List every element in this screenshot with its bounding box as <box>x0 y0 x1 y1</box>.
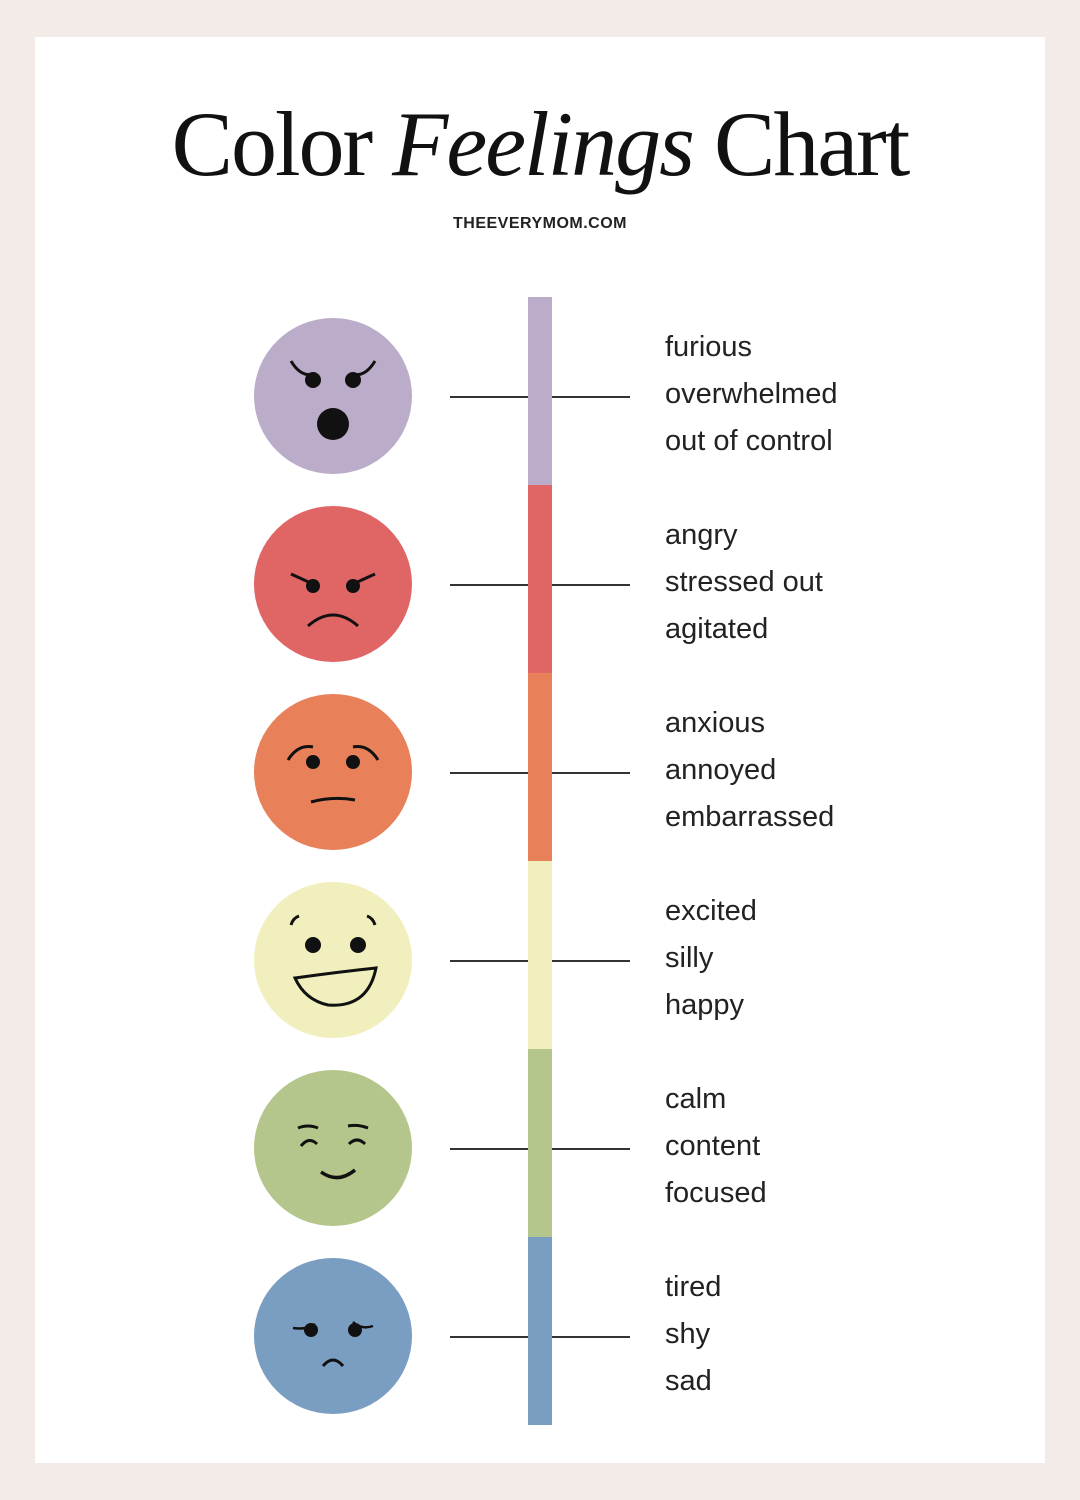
title-word-feelings: Feelings <box>392 93 695 195</box>
feeling-word: angry <box>665 519 738 551</box>
sad-face-icon <box>253 1256 413 1416</box>
angry-face-icon <box>253 504 413 664</box>
feeling-word: anxious <box>665 707 765 739</box>
feeling-word: shy <box>665 1318 711 1350</box>
connector-line-left <box>450 396 528 398</box>
feeling-word: silly <box>665 942 714 974</box>
connector-line-left <box>450 1336 528 1338</box>
feeling-word: calm <box>665 1083 727 1115</box>
grinning-face-icon <box>253 880 413 1040</box>
feeling-word: excited <box>665 895 757 927</box>
feeling-word: furious <box>665 331 753 363</box>
connector-line-left <box>450 960 528 962</box>
connector-line-right <box>552 1148 630 1150</box>
connector-line-right <box>552 584 630 586</box>
feelings-list: angry stressed out agitated <box>665 512 823 653</box>
feeling-word: agitated <box>665 613 769 645</box>
title-word-chart: Chart <box>713 93 910 195</box>
feeling-word: tired <box>665 1271 722 1303</box>
feeling-word: content <box>665 1130 761 1162</box>
feelings-list: calm content focused <box>665 1076 767 1217</box>
feeling-word: annoyed <box>665 754 777 786</box>
scale-segment <box>528 861 552 1049</box>
connector-line-right <box>552 960 630 962</box>
title-word-color: Color <box>171 93 374 195</box>
connector-line-right <box>552 772 630 774</box>
feeling-word: happy <box>665 989 745 1021</box>
connector-line-left <box>450 772 528 774</box>
worried-face-icon <box>253 692 413 852</box>
scale-segment <box>528 673 552 861</box>
page-title: Color Feelings Chart <box>0 98 1080 190</box>
feelings-list: anxious annoyed embarrassed <box>665 700 834 841</box>
furious-face-icon <box>253 316 413 476</box>
feeling-word: overwhelmed <box>665 378 838 410</box>
feeling-word: out of control <box>665 425 833 457</box>
connector-line-right <box>552 1336 630 1338</box>
scale-segment <box>528 297 552 485</box>
connector-line-left <box>450 1148 528 1150</box>
feeling-word: stressed out <box>665 566 823 598</box>
connector-line-left <box>450 584 528 586</box>
content-face-icon <box>253 1068 413 1228</box>
feelings-list: tired shy sad <box>665 1264 721 1405</box>
scale-segment <box>528 1049 552 1237</box>
subtitle: THEEVERYMOM.COM <box>452 215 628 232</box>
feeling-word: embarrassed <box>665 801 835 833</box>
feeling-word: sad <box>665 1365 712 1397</box>
scale-segment <box>528 485 552 673</box>
feeling-word: focused <box>665 1177 767 1209</box>
feelings-list: excited silly happy <box>665 888 757 1029</box>
scale-segment <box>528 1237 552 1425</box>
feelings-list: furious overwhelmed out of control <box>665 324 837 465</box>
connector-line-right <box>552 396 630 398</box>
